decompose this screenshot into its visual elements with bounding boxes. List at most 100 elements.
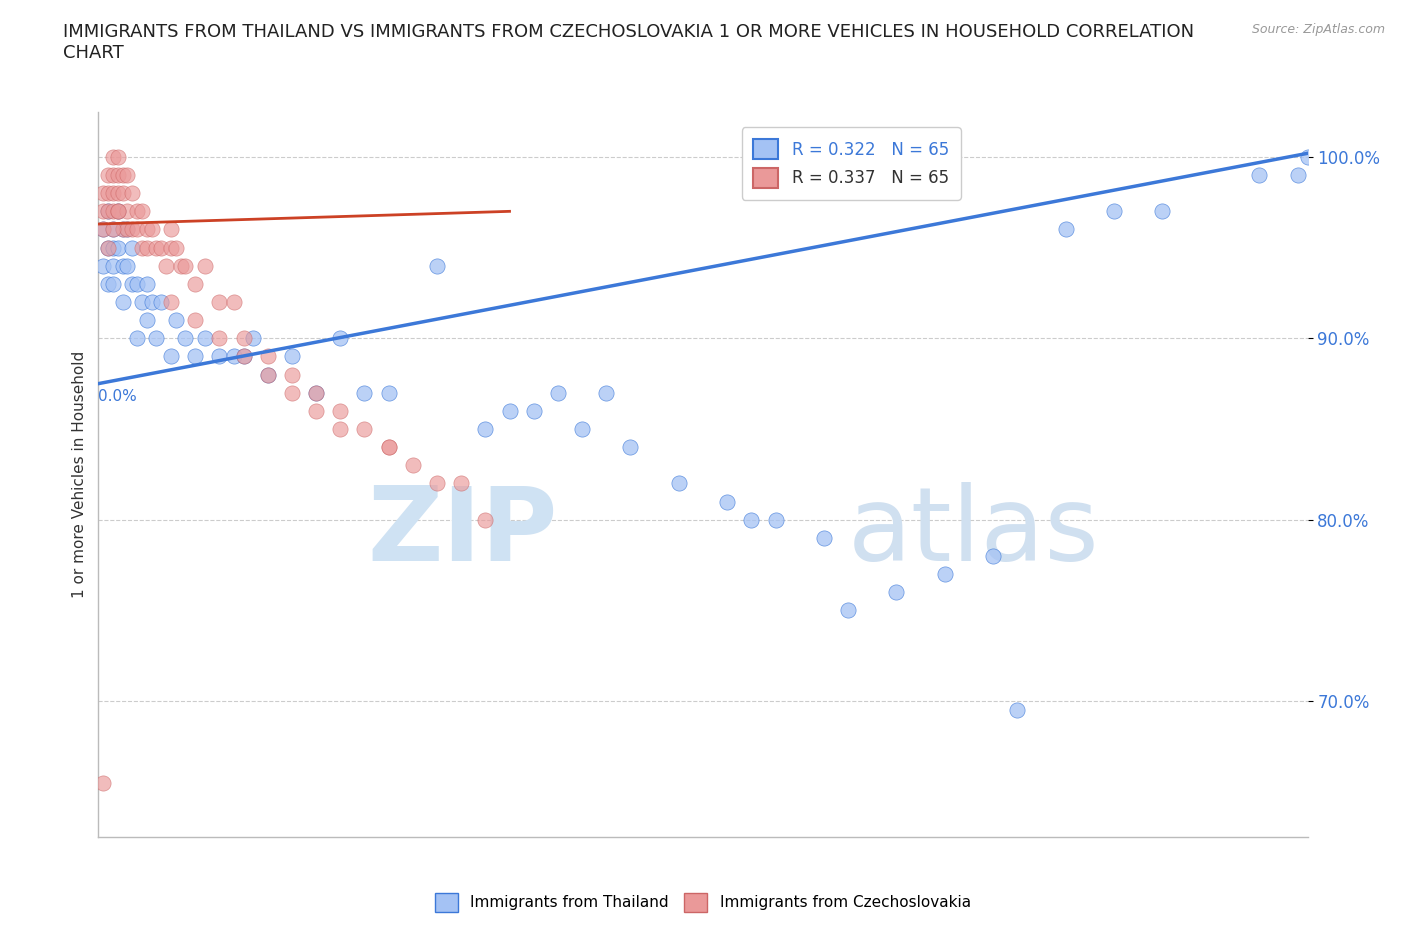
Point	[1152, 204, 1174, 219]
Point	[498, 404, 520, 418]
Point	[91, 186, 114, 201]
Point	[281, 349, 304, 364]
Point	[97, 204, 120, 219]
Point	[107, 204, 129, 219]
Point	[97, 186, 120, 201]
Point	[107, 204, 129, 219]
Point	[1286, 167, 1309, 182]
Point	[131, 240, 153, 255]
Text: ZIP: ZIP	[367, 482, 558, 583]
Point	[117, 167, 139, 182]
Point	[101, 222, 124, 237]
Point	[107, 150, 129, 165]
Point	[305, 385, 328, 400]
Point	[107, 186, 129, 201]
Point	[117, 259, 139, 273]
Point	[101, 276, 124, 291]
Point	[169, 259, 191, 273]
Point	[281, 367, 304, 382]
Point	[377, 440, 399, 455]
Point	[135, 240, 157, 255]
Point	[232, 331, 254, 346]
Point	[934, 566, 956, 581]
Point	[111, 186, 134, 201]
Point	[101, 150, 124, 165]
Point	[121, 240, 143, 255]
Text: 0.0%: 0.0%	[98, 390, 138, 405]
Point	[740, 512, 762, 527]
Point	[165, 240, 187, 255]
Point	[668, 476, 690, 491]
Point	[595, 385, 617, 400]
Y-axis label: 1 or more Vehicles in Household: 1 or more Vehicles in Household	[72, 351, 87, 598]
Point	[208, 295, 231, 310]
Point	[305, 385, 328, 400]
Point	[111, 259, 134, 273]
Point	[97, 167, 120, 182]
Point	[97, 240, 120, 255]
Point	[256, 367, 278, 382]
Point	[135, 276, 157, 291]
Point	[97, 276, 120, 291]
Point	[184, 349, 207, 364]
Point	[160, 222, 183, 237]
Point	[111, 222, 134, 237]
Point	[619, 440, 641, 455]
Point	[174, 259, 197, 273]
Point	[121, 186, 143, 201]
Point	[107, 167, 129, 182]
Point	[242, 331, 264, 346]
Point	[1007, 703, 1029, 718]
Point	[222, 349, 245, 364]
Point	[111, 295, 134, 310]
Point	[813, 530, 835, 545]
Point	[107, 240, 129, 255]
Point	[402, 458, 425, 472]
Point	[155, 259, 177, 273]
Point	[174, 331, 197, 346]
Point	[101, 204, 124, 219]
Point	[886, 585, 908, 600]
Point	[117, 222, 139, 237]
Point	[474, 512, 496, 527]
Point	[523, 404, 546, 418]
Point	[281, 385, 304, 400]
Point	[91, 259, 114, 273]
Point	[256, 367, 278, 382]
Point	[127, 204, 149, 219]
Point	[135, 312, 157, 327]
Point	[353, 385, 375, 400]
Point	[1054, 222, 1077, 237]
Point	[1249, 167, 1271, 182]
Point	[765, 512, 787, 527]
Point	[450, 476, 472, 491]
Point	[101, 167, 124, 182]
Text: Source: ZipAtlas.com: Source: ZipAtlas.com	[1251, 23, 1385, 36]
Point	[981, 549, 1004, 564]
Point	[353, 421, 375, 436]
Point	[97, 240, 120, 255]
Point	[547, 385, 569, 400]
Point	[91, 222, 114, 237]
Point	[91, 222, 114, 237]
Point	[716, 494, 738, 509]
Point	[1296, 150, 1319, 165]
Point	[145, 240, 167, 255]
Point	[150, 295, 173, 310]
Point	[1102, 204, 1125, 219]
Point	[184, 276, 207, 291]
Point	[91, 775, 114, 790]
Point	[127, 222, 149, 237]
Point	[121, 222, 143, 237]
Point	[91, 204, 114, 219]
Point	[377, 385, 399, 400]
Point	[305, 404, 328, 418]
Point	[145, 331, 167, 346]
Point	[141, 222, 163, 237]
Text: IMMIGRANTS FROM THAILAND VS IMMIGRANTS FROM CZECHOSLOVAKIA 1 OR MORE VEHICLES IN: IMMIGRANTS FROM THAILAND VS IMMIGRANTS F…	[63, 23, 1194, 62]
Point	[111, 167, 134, 182]
Point	[222, 295, 245, 310]
Point	[194, 259, 217, 273]
Point	[131, 204, 153, 219]
Point	[135, 222, 157, 237]
